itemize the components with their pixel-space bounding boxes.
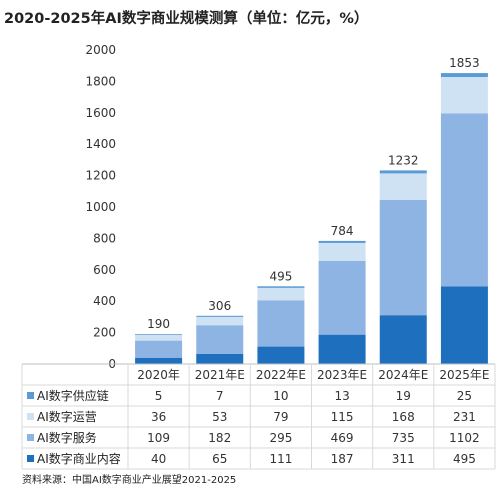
data-label: 231: [453, 410, 476, 424]
y-tick-label: 1600: [85, 106, 116, 120]
y-tick-label: 400: [93, 294, 116, 308]
data-label: 25: [457, 389, 472, 403]
bar-segment: [318, 261, 366, 335]
data-label: 495: [453, 452, 476, 466]
total-label: 1853: [449, 56, 480, 70]
bar-segment: [318, 240, 366, 243]
data-label: 40: [151, 452, 166, 466]
bar-segment: [196, 316, 244, 326]
total-label: 306: [208, 299, 231, 313]
y-tick-label: 1200: [85, 169, 116, 183]
data-label: 5: [155, 389, 163, 403]
legend-label: AI数字运营: [37, 409, 97, 424]
data-label: 295: [269, 431, 292, 445]
bar-segment: [257, 286, 305, 288]
data-label: 168: [392, 410, 415, 424]
bar-segment: [257, 346, 305, 364]
total-labels: 190 306 495 784 1232 1853: [147, 56, 480, 331]
y-tick-label: 2000: [85, 43, 116, 57]
data-label: 111: [269, 452, 292, 466]
data-label: 182: [208, 431, 231, 445]
x-tick-label: 2024年E: [378, 368, 428, 382]
legend-label: AI数字供应链: [37, 388, 109, 403]
legend-swatch: [27, 413, 34, 420]
bar-segment: [135, 340, 183, 358]
bar-segment: [257, 300, 305, 347]
legend-swatch: [27, 455, 34, 462]
y-tick-label: 200: [93, 326, 116, 340]
data-label: 115: [331, 410, 354, 424]
data-label: 13: [334, 389, 349, 403]
chart-title: 2020-2025年AI数字商业规模测算（单位：亿元，%）: [4, 9, 368, 27]
y-tick-label: 600: [93, 263, 116, 277]
bar-segment: [318, 334, 366, 364]
data-label: 10: [273, 389, 288, 403]
bar-segment: [440, 77, 488, 114]
data-label: 311: [392, 452, 415, 466]
bar-segment: [135, 357, 183, 364]
data-label: 7: [216, 389, 224, 403]
data-table: 2020年 2021年E 2022年E 2023年E 2024年E 2025年E AI数字供…: [21, 363, 496, 470]
bar-segment: [379, 170, 427, 174]
bar-segment: [257, 287, 305, 301]
bar-segment: [379, 315, 427, 364]
bar-segment: [440, 73, 488, 78]
data-label: 65: [212, 452, 227, 466]
x-tick-label: 2023年E: [317, 368, 367, 382]
bar-segment: [196, 315, 244, 317]
x-tick-label: 2025年E: [439, 368, 489, 382]
x-tick-label: 2020年: [137, 368, 180, 382]
data-label: 53: [212, 410, 227, 424]
x-tick-label: 2021年E: [195, 368, 245, 382]
data-label: 19: [396, 389, 411, 403]
bar-segment: [318, 242, 366, 262]
data-label: 36: [151, 410, 166, 424]
data-label: 187: [331, 452, 354, 466]
data-label: 469: [331, 431, 354, 445]
bar-segment: [379, 199, 427, 316]
y-tick-label: 1000: [85, 200, 116, 214]
x-tick-label: 2022年E: [256, 368, 306, 382]
y-tick-label: 1800: [85, 74, 116, 88]
data-label: 735: [392, 431, 415, 445]
data-label: 109: [147, 431, 170, 445]
y-tick-label: 800: [93, 231, 116, 245]
legend-swatch: [27, 392, 34, 399]
y-tick-label: 1400: [85, 137, 116, 151]
bar-segment: [196, 325, 244, 354]
source-note: 资料来源：中国AI数字商业产业展望2021-2025: [22, 473, 236, 486]
total-label: 495: [269, 269, 292, 283]
total-label: 784: [331, 224, 354, 238]
bar-segment: [196, 353, 244, 364]
bar-segment: [135, 334, 183, 341]
data-label: 1102: [449, 431, 480, 445]
total-label: 190: [147, 317, 170, 331]
bar-segment: [440, 286, 488, 364]
legend-label: AI数字商业内容: [37, 451, 121, 466]
legend-label: AI数字服务: [37, 430, 97, 445]
total-label: 1232: [388, 153, 419, 167]
bar-segment: [379, 173, 427, 200]
data-label: 79: [273, 410, 288, 424]
bar-segment: [135, 334, 183, 335]
bar-segment: [440, 113, 488, 287]
legend-swatch: [27, 434, 34, 441]
bars: [135, 73, 488, 364]
